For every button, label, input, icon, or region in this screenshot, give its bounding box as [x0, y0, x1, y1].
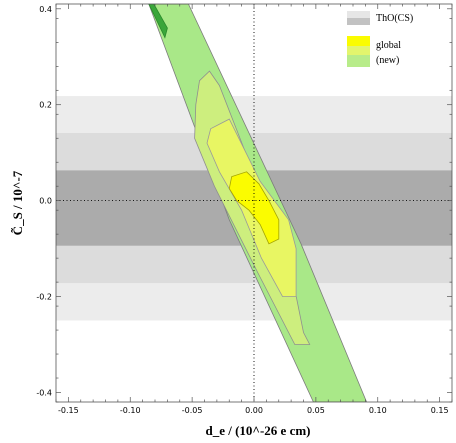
- x-tick-label: -0.10: [120, 406, 141, 415]
- y-tick-label: -0.2: [36, 293, 52, 302]
- legend-label-tho: ThO(CS): [376, 13, 413, 24]
- x-tick-label: 0.15: [431, 406, 449, 415]
- y-tick-label: 0.0: [39, 197, 52, 206]
- y-tick-label: 0.2: [39, 101, 52, 110]
- region-4: [148, 4, 168, 39]
- y-tick-label: 0.4: [39, 5, 52, 14]
- legend-label-global: global: [376, 40, 401, 51]
- legend-label-new: (new): [376, 55, 399, 66]
- x-axis-title: d_e / (10^-26 e cm): [205, 423, 310, 438]
- legend-swatch-global-68: [347, 36, 370, 46]
- legend-swatch-new: [347, 55, 370, 67]
- legend-swatch-tho-light: [347, 11, 370, 18]
- y-axis-title: C̃_S / 10^-7: [10, 170, 25, 235]
- x-tick-label: 0.05: [307, 406, 325, 415]
- x-tick-label: 0.00: [245, 406, 263, 415]
- y-tick-label: -0.4: [36, 388, 52, 397]
- legend-swatch-global-90: [347, 46, 370, 55]
- x-tick-label: -0.05: [182, 406, 203, 415]
- legend-swatch-tho-dark: [347, 18, 370, 25]
- x-tick-label: 0.10: [369, 406, 387, 415]
- x-tick-label: -0.15: [58, 406, 79, 415]
